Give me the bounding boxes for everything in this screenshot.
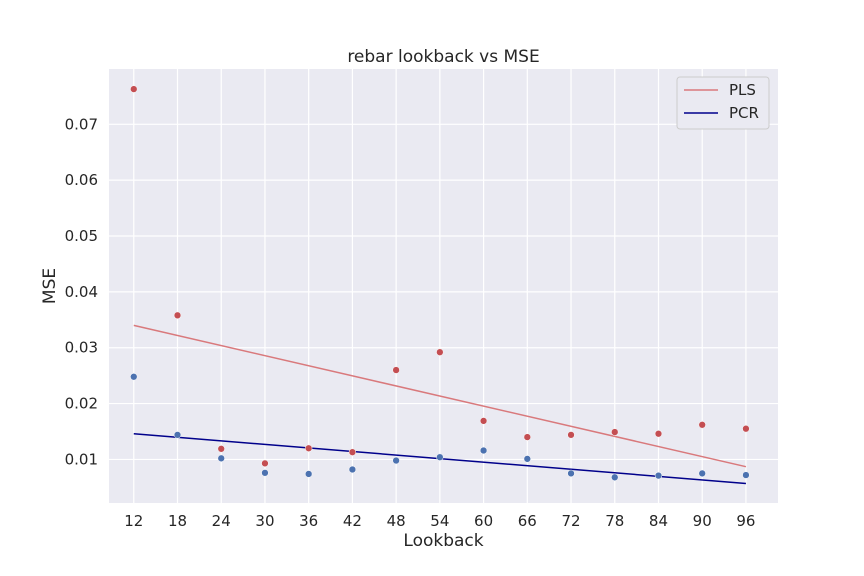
y-tick-label: 0.01 xyxy=(65,450,98,468)
x-tick-label: 54 xyxy=(430,512,449,530)
point-pcr xyxy=(173,431,182,439)
point-pcr xyxy=(130,373,138,381)
y-tick-label: 0.04 xyxy=(65,283,98,301)
point-pcr xyxy=(217,454,225,462)
point-pcr xyxy=(698,469,706,478)
x-tick-label: 12 xyxy=(124,512,143,530)
point-pcr xyxy=(392,456,400,465)
x-tick-label: 24 xyxy=(212,512,231,530)
x-tick-label: 78 xyxy=(605,512,624,530)
y-tick-labels: 0.01 0.02 0.03 0.04 0.05 0.06 0.07 xyxy=(65,115,98,468)
y-tick-label: 0.06 xyxy=(65,171,98,189)
point-pcr xyxy=(479,446,488,455)
plot-background xyxy=(109,69,778,503)
point-pcr xyxy=(611,473,619,481)
point-pcr xyxy=(654,471,663,480)
x-tick-label: 42 xyxy=(343,512,362,530)
y-tick-label: 0.03 xyxy=(65,339,98,357)
point-pls xyxy=(436,348,444,356)
grid xyxy=(109,69,778,503)
point-pls xyxy=(523,433,531,441)
point-pls xyxy=(654,430,663,438)
y-axis-title: MSE xyxy=(40,268,60,304)
x-tick-label: 30 xyxy=(255,512,274,530)
point-pls xyxy=(567,431,575,439)
x-tick-label: 36 xyxy=(299,512,318,530)
data-points xyxy=(130,85,750,481)
legend: PLS PCR xyxy=(676,76,770,130)
point-pls xyxy=(173,311,182,319)
point-pcr xyxy=(523,455,531,463)
point-pls xyxy=(217,445,225,453)
x-tick-label: 90 xyxy=(693,512,712,530)
x-axis-title: Lookback xyxy=(403,531,483,551)
point-pls xyxy=(348,448,357,456)
point-pls xyxy=(698,421,706,429)
point-pcr xyxy=(305,470,313,478)
point-pcr xyxy=(436,453,444,461)
point-pls xyxy=(130,85,138,93)
point-pcr xyxy=(348,465,357,474)
x-tick-label: 72 xyxy=(561,512,580,530)
x-tick-label: 66 xyxy=(518,512,537,530)
x-tick-labels: 12 18 24 30 36 42 48 54 60 66 72 78 84 90 96 xyxy=(124,512,755,530)
trend-line-pls xyxy=(133,324,747,468)
point-pcr xyxy=(742,471,750,479)
x-tick-label: 60 xyxy=(474,512,493,530)
point-pls xyxy=(479,417,488,425)
chart-title: rebar lookback vs MSE xyxy=(347,47,539,67)
x-tick-label: 84 xyxy=(649,512,668,530)
x-tick-label: 18 xyxy=(168,512,187,530)
point-pls xyxy=(261,459,269,467)
point-pls xyxy=(742,425,750,433)
y-tick-label: 0.02 xyxy=(65,395,98,413)
point-pls xyxy=(392,366,400,374)
y-tick-label: 0.07 xyxy=(65,115,98,133)
point-pcr xyxy=(567,469,575,478)
legend-label-pls: PLS xyxy=(729,81,756,99)
point-pls xyxy=(305,444,313,452)
legend-label-pcr: PCR xyxy=(729,104,759,122)
y-tick-label: 0.05 xyxy=(65,227,98,245)
point-pcr xyxy=(261,469,269,477)
x-tick-label: 96 xyxy=(736,512,755,530)
x-tick-label: 48 xyxy=(387,512,406,530)
point-pls xyxy=(611,428,619,436)
